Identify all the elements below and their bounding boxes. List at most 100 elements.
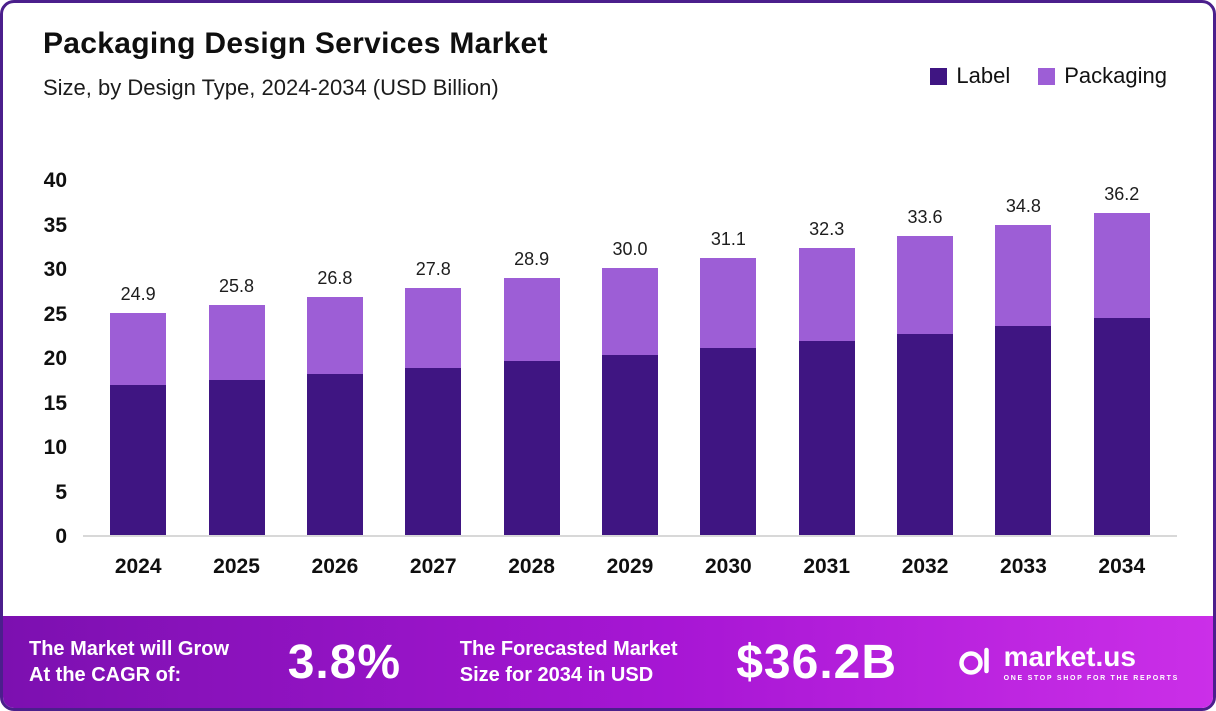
y-axis: 0 5 10 15 20 25 30 35 40 bbox=[3, 169, 83, 548]
y-axis-tick-label: 5 bbox=[55, 480, 67, 504]
bar-value-label: 28.9 bbox=[514, 248, 550, 269]
stacked-bar bbox=[306, 296, 363, 535]
stacked-bar bbox=[503, 277, 560, 535]
stacked-bar bbox=[601, 268, 658, 535]
label-segment bbox=[110, 385, 167, 535]
y-axis-tick-label: 20 bbox=[43, 347, 67, 370]
market-us-logo-icon bbox=[956, 641, 994, 684]
label-segment bbox=[601, 355, 658, 535]
y-axis-spacer bbox=[3, 555, 83, 579]
brand-text: market.us ONE STOP SHOP FOR THE REPORTS bbox=[1003, 640, 1179, 682]
forecast-text-line2: Size for 2034 in USD bbox=[459, 664, 654, 686]
packaging-segment bbox=[995, 225, 1052, 326]
y-axis-tick-label: 0 bbox=[55, 525, 67, 548]
cagr-value: 3.8% bbox=[287, 635, 402, 689]
label-segment bbox=[208, 380, 265, 535]
label-segment bbox=[897, 333, 954, 535]
bar-value-label: 31.1 bbox=[710, 229, 746, 250]
footer-banner: The Market will Grow At the CAGR of: 3.8… bbox=[3, 616, 1213, 708]
x-axis-labels: 2024 2025 2026 2027 2028 2029 2030 2031 2032 2033… bbox=[83, 555, 1177, 579]
label-segment bbox=[306, 373, 363, 535]
x-axis: 2024 2025 2026 2027 2028 2029 2030 2031 2032 2033… bbox=[3, 555, 1177, 579]
bar-value-label: 24.9 bbox=[120, 284, 156, 305]
stacked-bar bbox=[798, 247, 855, 535]
stacked-bar bbox=[1093, 212, 1150, 535]
x-axis-label: 2027 bbox=[409, 555, 457, 578]
bar-value-label: 32.3 bbox=[809, 218, 845, 239]
cagr-text-line1: The Market will Grow bbox=[29, 638, 230, 660]
packaging-segment bbox=[601, 268, 658, 356]
plot-row: 0 5 10 15 20 25 30 35 40 24.9 25.8 26.8 27.8 28.9 30.… bbox=[3, 169, 1177, 548]
page-subtitle: Size, by Design Type, 2024-2034 (USD Bil… bbox=[43, 75, 499, 100]
bar-value-label: 25.8 bbox=[219, 276, 255, 297]
x-axis-label: 2032 bbox=[901, 555, 949, 578]
legend-swatch-label bbox=[930, 67, 948, 85]
page-title: Packaging Design Services Market bbox=[43, 27, 548, 60]
packaging-segment bbox=[405, 287, 462, 368]
legend-swatch-packaging bbox=[1038, 67, 1056, 85]
x-axis-label: 2034 bbox=[1098, 555, 1146, 578]
packaging-segment bbox=[503, 277, 560, 362]
label-segment bbox=[405, 367, 462, 535]
bar-column: 28.9 bbox=[482, 181, 580, 535]
label-segment bbox=[995, 325, 1052, 535]
title-block: Packaging Design Services Market Size, b… bbox=[43, 27, 548, 101]
forecast-text-line1: The Forecasted Market bbox=[459, 638, 678, 660]
x-axis-label: 2033 bbox=[1000, 555, 1047, 578]
packaging-segment bbox=[798, 247, 855, 341]
legend-item-label: Label bbox=[930, 63, 1010, 89]
stacked-bar bbox=[700, 258, 757, 535]
bar-value-label: 33.6 bbox=[907, 206, 943, 227]
forecast-value: $36.2B bbox=[736, 635, 898, 689]
bar-column: 36.2 bbox=[1073, 181, 1171, 535]
stacked-bar-chart: 0 5 10 15 20 25 30 35 40 24.9 25.8 26.8 27.8 28.9 30.… bbox=[3, 169, 1177, 579]
label-segment bbox=[798, 340, 855, 535]
brand-name: market.us bbox=[1003, 640, 1136, 672]
label-segment bbox=[503, 361, 560, 535]
packaging-segment bbox=[306, 296, 363, 374]
y-axis-tick-label: 10 bbox=[43, 436, 67, 459]
cagr-text: The Market will Grow At the CAGR of: bbox=[29, 636, 229, 688]
bar-column: 24.9 bbox=[89, 181, 187, 535]
bar-column: 27.8 bbox=[384, 181, 482, 535]
label-segment bbox=[700, 348, 757, 535]
legend-item-packaging: Packaging bbox=[1038, 63, 1167, 89]
x-axis-label: 2024 bbox=[114, 555, 162, 578]
x-axis-label: 2025 bbox=[213, 555, 260, 578]
bar-column: 30.0 bbox=[581, 181, 679, 535]
packaging-segment bbox=[700, 258, 757, 349]
label-segment bbox=[1093, 317, 1150, 535]
bar-column: 26.8 bbox=[286, 181, 384, 535]
x-axis-label: 2026 bbox=[311, 555, 359, 578]
bar-column: 33.6 bbox=[876, 181, 974, 535]
stacked-bar bbox=[405, 287, 462, 535]
x-axis-label: 2030 bbox=[704, 555, 752, 578]
cagr-text-line2: At the CAGR of: bbox=[29, 664, 182, 686]
stacked-bar bbox=[995, 225, 1052, 535]
packaging-segment bbox=[1093, 212, 1150, 318]
bar-column: 31.1 bbox=[679, 181, 777, 535]
bar-column: 34.8 bbox=[974, 181, 1072, 535]
bar-value-label: 27.8 bbox=[415, 258, 451, 279]
legend-label-text: Packaging bbox=[1064, 63, 1167, 88]
legend-label-text: Label bbox=[956, 63, 1011, 88]
chart-legend: Label Packaging bbox=[930, 63, 1167, 89]
bar-value-label: 34.8 bbox=[1005, 196, 1041, 217]
y-axis-tick-label: 35 bbox=[43, 213, 67, 237]
stacked-bar bbox=[897, 235, 954, 535]
packaging-segment bbox=[208, 305, 265, 381]
packaging-segment bbox=[110, 313, 167, 386]
bar-column: 32.3 bbox=[778, 181, 876, 535]
bar-column: 25.8 bbox=[187, 181, 285, 535]
forecast-text: The Forecasted Market Size for 2034 in U… bbox=[460, 636, 678, 688]
bar-value-label: 26.8 bbox=[317, 267, 353, 288]
y-axis-tick-label: 25 bbox=[43, 302, 67, 326]
stacked-bar bbox=[208, 305, 265, 535]
brand-tagline: ONE STOP SHOP FOR THE REPORTS bbox=[1003, 674, 1179, 682]
bar-value-label: 36.2 bbox=[1104, 183, 1140, 204]
x-axis-label: 2031 bbox=[803, 555, 851, 578]
plot-area: 24.9 25.8 26.8 27.8 28.9 30.0 31.1 32.3 33.6 34.8… bbox=[83, 181, 1177, 537]
bar-value-label: 30.0 bbox=[612, 239, 648, 260]
stacked-bar bbox=[110, 313, 167, 535]
